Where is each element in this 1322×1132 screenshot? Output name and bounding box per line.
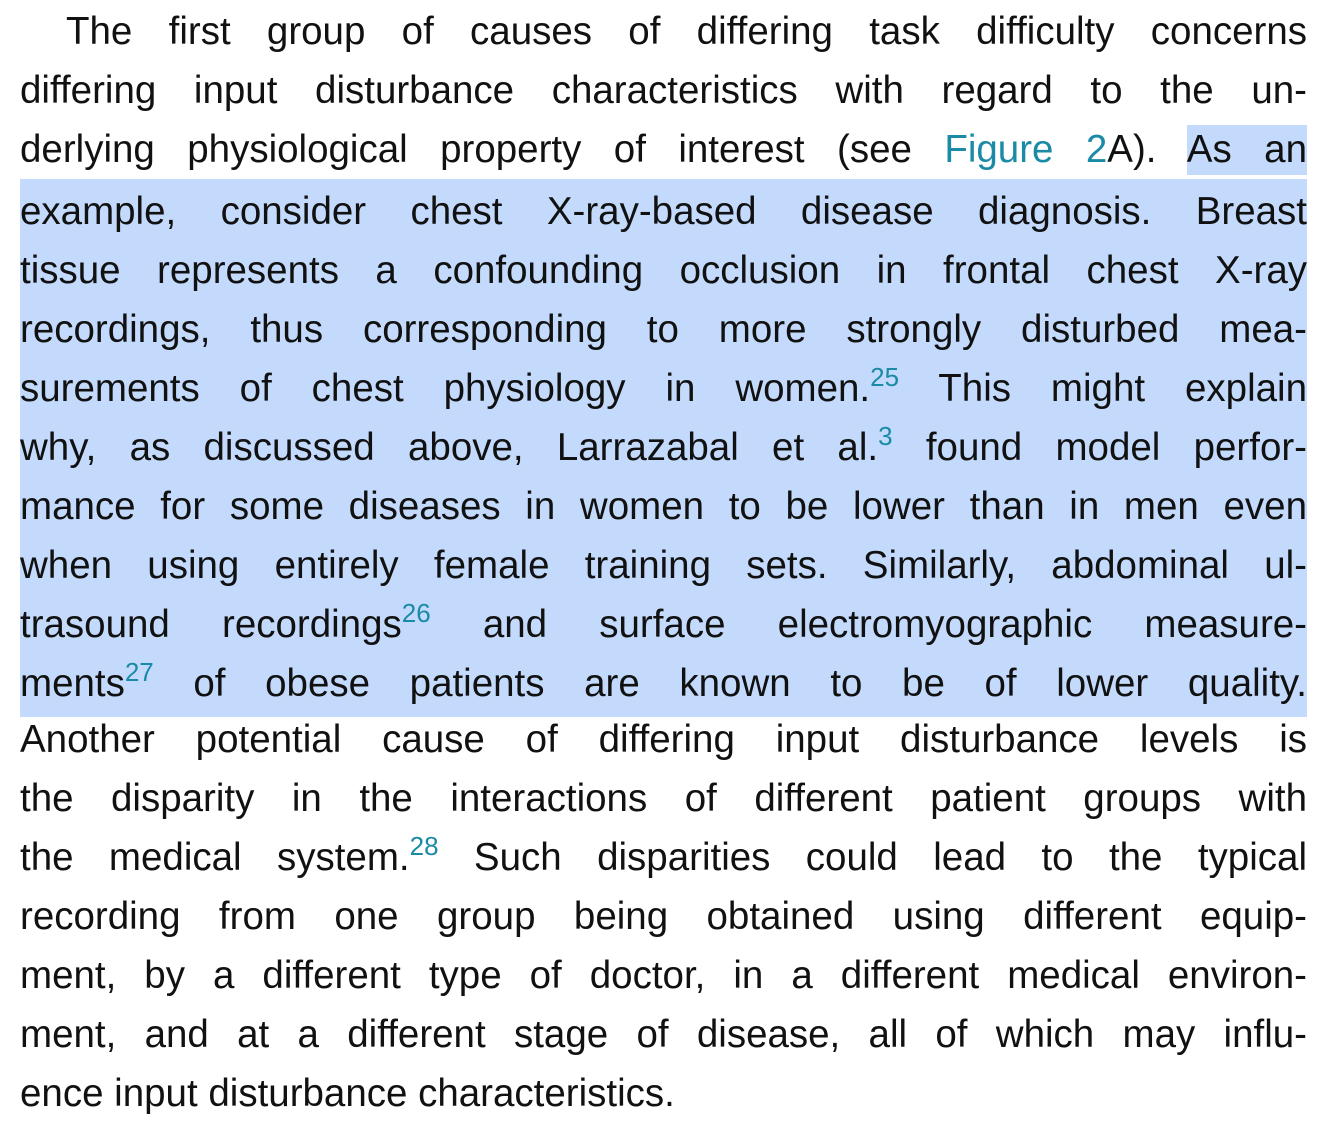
figure-2-link[interactable]: Figure 2	[944, 128, 1108, 171]
reference-25-link[interactable]: 25	[870, 362, 900, 392]
text-span: the disparity in the interactions of dif…	[20, 777, 1307, 820]
text-line: why, as discussed above, Larrazabal et a…	[20, 415, 1307, 481]
highlighted-text: trasound recordings26 and surface electr…	[20, 592, 1307, 658]
text-line: mance for some diseases in women to be l…	[20, 474, 1307, 540]
text-span: ence input disturbance characteristics.	[20, 1072, 675, 1115]
text-span: found model perfor-	[892, 426, 1308, 469]
text-line: ence input disturbance characteristics.	[20, 1064, 1307, 1123]
reference-28-link[interactable]: 28	[409, 831, 439, 861]
text-line: example, consider chest X-ray-based dise…	[20, 179, 1307, 245]
text-line: derlying physiological property of inter…	[20, 120, 1307, 179]
text-line: Another potential cause of differing inp…	[20, 710, 1307, 769]
text-span: and surface electromyographic measure-	[430, 603, 1307, 646]
text-line: differing input disturbance characterist…	[20, 61, 1307, 120]
highlighted-text: when using entirely female training sets…	[20, 533, 1307, 599]
text-span: why, as discussed above, Larrazabal et a…	[20, 426, 879, 469]
text-line: the medical system.28 Such disparities c…	[20, 828, 1307, 887]
highlighted-text: why, as discussed above, Larrazabal et a…	[20, 415, 1307, 481]
text-span: The first group of causes of differing t…	[66, 10, 1307, 53]
text-line: trasound recordings26 and surface electr…	[20, 592, 1307, 658]
text-span: ment, and at a different stage of diseas…	[20, 1013, 1307, 1056]
text-span: of obese patients are known to be of low…	[153, 662, 1307, 705]
text-span: recording from one group being obtained …	[20, 895, 1307, 938]
text-span: derlying physiological property of inter…	[20, 128, 945, 171]
text-span: ment, by a different type of doctor, in …	[20, 954, 1307, 997]
text-line: the disparity in the interactions of dif…	[20, 769, 1307, 828]
text-span: surements of chest physiology in women.	[20, 367, 871, 410]
highlighted-text: surements of chest physiology in women.2…	[20, 356, 1307, 422]
reference-3-link[interactable]: 3	[878, 421, 893, 451]
text-line: surements of chest physiology in women.2…	[20, 356, 1307, 422]
text-span: Such disparities could lead to the typic…	[438, 836, 1307, 879]
text-line: ment, by a different type of doctor, in …	[20, 946, 1307, 1005]
text-span: This might explain	[899, 367, 1307, 410]
text-line: when using entirely female training sets…	[20, 533, 1307, 599]
text-span: ments	[20, 662, 125, 705]
text-line: The first group of causes of differing t…	[20, 2, 1307, 61]
highlighted-text: example, consider chest X-ray-based dise…	[20, 179, 1307, 245]
text-line: ment, and at a different stage of diseas…	[20, 1005, 1307, 1064]
reference-26-link[interactable]: 26	[401, 598, 431, 628]
paragraph: The first group of causes of differing t…	[20, 2, 1307, 1123]
highlighted-text: tissue represents a confounding occlusio…	[20, 238, 1307, 304]
text-line: ments27 of obese patients are known to b…	[20, 651, 1307, 717]
text-span: A).	[1107, 128, 1187, 171]
highlighted-text: ments27 of obese patients are known to b…	[20, 651, 1307, 717]
text-span: trasound recordings	[20, 603, 402, 646]
highlighted-text: mance for some diseases in women to be l…	[20, 474, 1307, 540]
text-line: tissue represents a confounding occlusio…	[20, 238, 1307, 304]
highlighted-text: recordings, thus corresponding to more s…	[20, 297, 1307, 363]
text-line: recordings, thus corresponding to more s…	[20, 297, 1307, 363]
highlighted-text: As an	[1186, 125, 1307, 175]
text-span: Another potential cause of differing inp…	[20, 718, 1307, 761]
text-line: recording from one group being obtained …	[20, 887, 1307, 946]
text-span: the medical system.	[20, 836, 410, 879]
text-span: differing input disturbance characterist…	[20, 69, 1307, 112]
reference-27-link[interactable]: 27	[124, 657, 154, 687]
